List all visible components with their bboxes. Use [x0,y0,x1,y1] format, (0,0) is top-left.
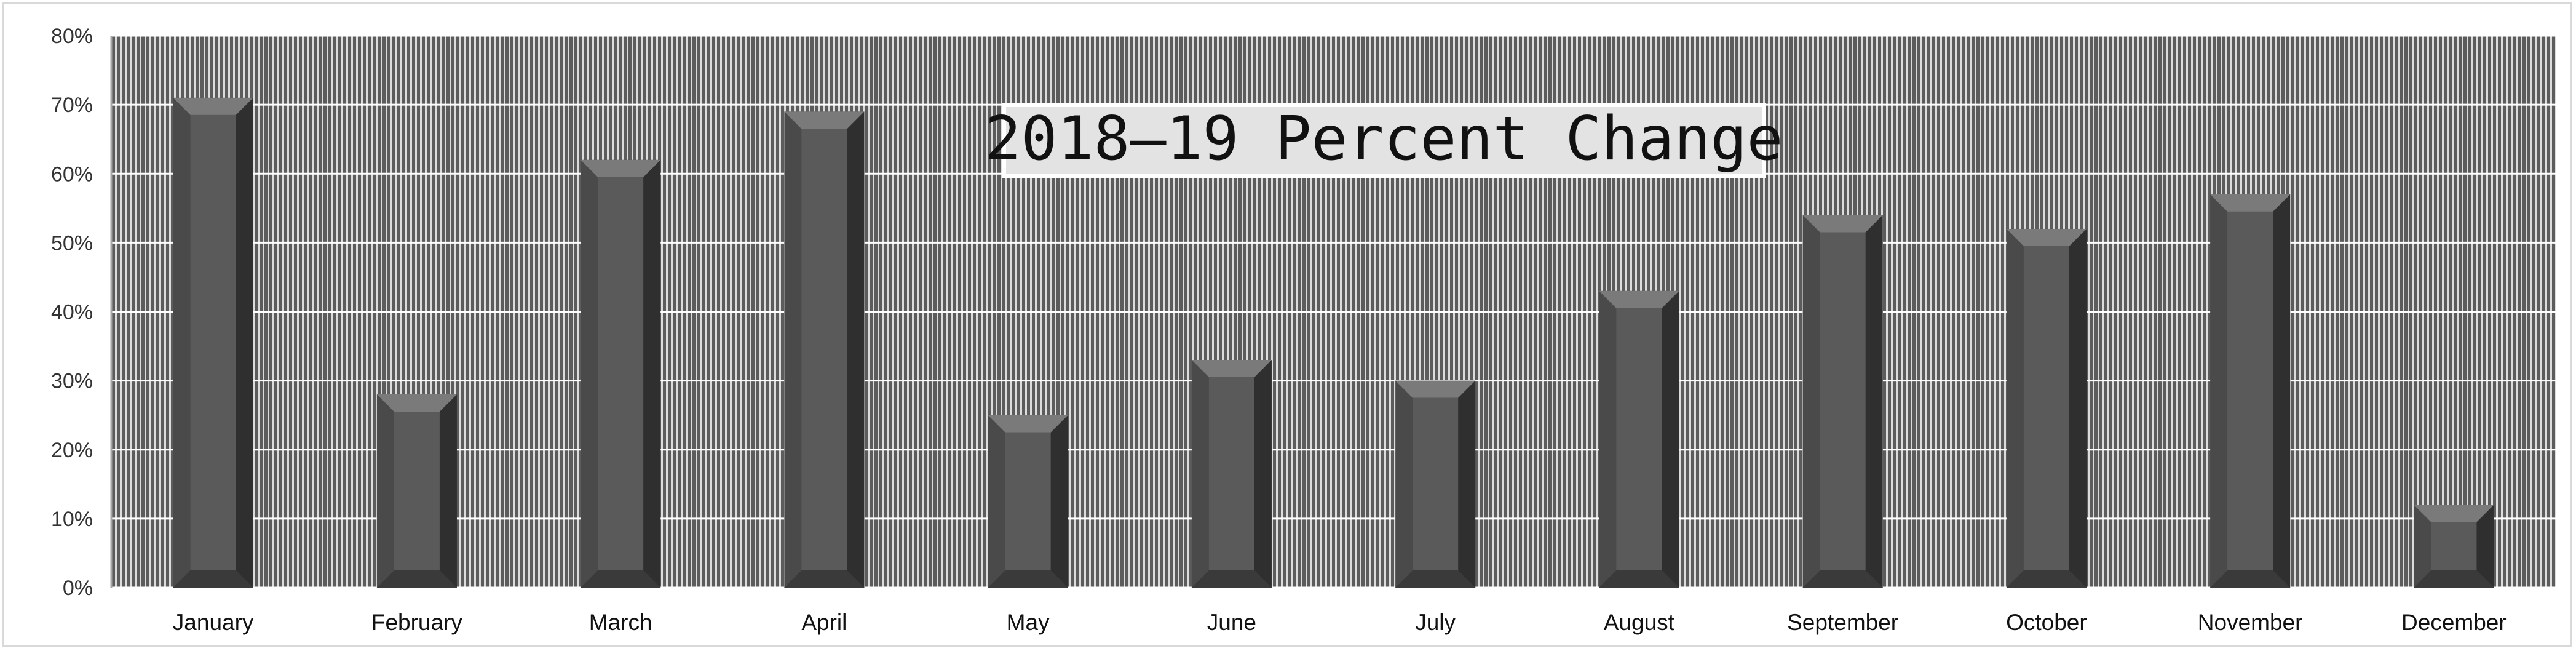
y-axis: 0% 10% 20% 30% 40% 50% 60% 70% 80% [51,25,113,600]
bar-right-face [847,111,865,588]
bar-front-face [1005,432,1051,570]
bar [1191,359,1272,588]
chart-title: 2018–19 Percent Change [985,104,1783,174]
bar-bottom-face [2210,570,2291,588]
bar-front-face [801,129,847,570]
bar-right-face [1050,415,1068,588]
bar-top-face [2414,505,2494,522]
bar-bottom-face [376,570,457,588]
bar-bottom-face [173,570,253,588]
x-tick-label: November [2198,610,2303,635]
bar-bottom-face [1599,570,1679,588]
bar-bottom-face [1395,570,1476,588]
y-tick-label: 20% [51,439,93,462]
bar-top-face [1395,380,1476,398]
bar-front-face [598,177,644,570]
bar [1802,215,1883,588]
bar-top-face [784,111,865,129]
bar-top-face [1599,290,1679,308]
bar-right-face [1254,359,1272,588]
bar-top-face [581,159,661,177]
chart-title-box: 2018–19 Percent Change [985,103,1783,178]
y-tick-label: 50% [51,231,93,255]
y-tick-label: 10% [51,508,93,531]
bar-front-face [2023,246,2069,570]
y-tick-label: 80% [51,25,93,48]
chart-title-background [1002,103,1766,178]
bar-top-face [1191,359,1272,377]
x-tick-label: February [371,610,463,635]
x-tick-label: April [801,610,847,635]
bar-top-face [376,394,457,412]
bar [988,415,1068,588]
x-tick-label: March [589,610,652,635]
bar-bottom-face [2414,570,2494,588]
bar [784,111,865,588]
bar-top-face [2210,194,2291,212]
x-tick-label: October [2006,610,2087,635]
bar [581,159,661,588]
y-tick-label: 30% [51,370,93,393]
bar-chart: 0% 10% 20% 30% 40% 50% 60% 70% 80% January Februa… [51,25,2556,635]
bar-right-face [1662,290,1679,588]
x-tick-label: December [2401,610,2507,635]
bar-bottom-face [1802,570,1883,588]
bar-bottom-face [1191,570,1272,588]
bar [2210,194,2291,588]
bar-front-face [1413,397,1459,570]
y-tick-label: 40% [51,301,93,324]
bar [1395,380,1476,588]
bar-bottom-face [988,570,1068,588]
bar-right-face [236,97,253,588]
x-tick-label: September [1787,610,1898,635]
bar-front-face [1820,232,1866,570]
bar-right-face [439,394,457,588]
x-axis: January February March April May June July Augu… [173,610,2507,635]
bar-right-face [2476,505,2494,588]
x-tick-label: August [1604,610,1675,635]
x-tick-label: June [1207,610,1256,635]
y-tick-label: 70% [51,94,93,117]
bar-bottom-face [2006,570,2087,588]
bar [376,394,457,588]
bar-top-face [2006,228,2087,246]
gridlines [111,34,2556,589]
x-tick-label: January [173,610,254,635]
bar-bottom-face [784,570,865,588]
bar-right-face [1865,215,1883,588]
bar-front-face [2227,211,2273,570]
bar-right-face [643,159,661,588]
x-tick-label: May [1007,610,1050,635]
bar [1599,290,1679,588]
bar-right-face [1458,380,1476,588]
bar-front-face [1616,308,1662,570]
bar-right-face [2069,228,2087,588]
bar-bottom-face [581,570,661,588]
x-tick-label: July [1415,610,1456,635]
bar-top-face [988,415,1068,433]
bar-top-face [173,97,253,115]
bar-front-face [1208,377,1254,570]
bar [2006,228,2087,588]
bar-right-face [2273,194,2291,588]
bar-front-face [190,114,236,571]
y-tick-label: 0% [63,577,93,600]
bar-front-face [2431,522,2477,570]
bar [2414,505,2494,588]
bar-front-face [394,412,440,570]
bars [173,97,2494,588]
bar [173,97,253,588]
y-tick-label: 60% [51,162,93,186]
bar-top-face [1802,215,1883,233]
